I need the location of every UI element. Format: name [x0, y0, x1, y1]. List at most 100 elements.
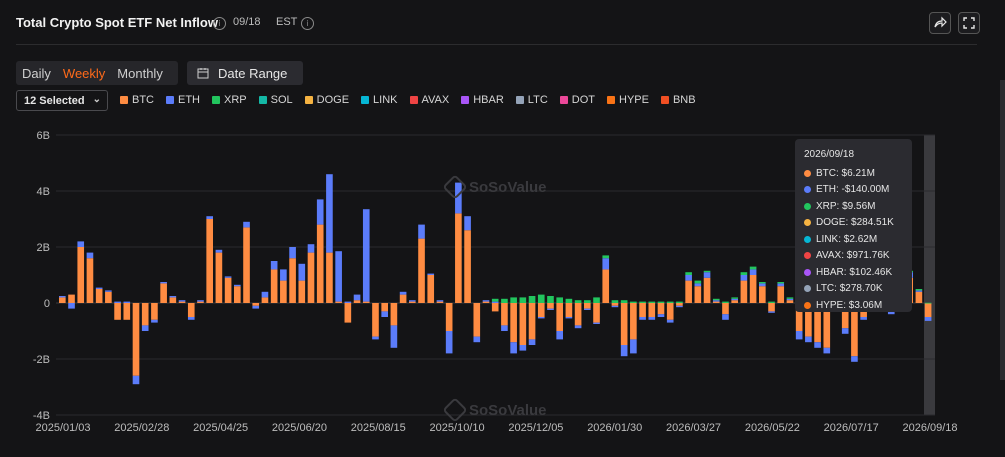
- bar-btc: [243, 227, 250, 303]
- bar-eth: [178, 300, 186, 302]
- legend-item-avax[interactable]: AVAX: [409, 94, 449, 106]
- bar-xrp: [712, 298, 720, 301]
- sosovalue-logo-icon: [442, 397, 468, 423]
- legend-item-btc[interactable]: BTC: [120, 94, 154, 106]
- bar-btc: [95, 289, 103, 303]
- legend-item-eth[interactable]: ETH: [166, 94, 200, 106]
- timezone-info-icon[interactable]: i: [301, 17, 314, 30]
- bar-btc: [169, 297, 177, 303]
- info-icon[interactable]: i: [213, 17, 226, 30]
- legend-item-doge[interactable]: DOGE: [304, 94, 350, 106]
- x-tick-label: 2026/07/17: [824, 422, 879, 434]
- x-tick-label: 2025/12/05: [508, 422, 563, 434]
- bar-eth: [924, 317, 932, 321]
- legend-item-link[interactable]: LINK: [361, 94, 398, 106]
- tooltip-row: DOGE: $284.51K: [804, 215, 912, 232]
- legend-item-ltc[interactable]: LTC: [515, 94, 548, 106]
- asset-select-label: 12 Selected: [24, 94, 85, 107]
- bar-btc: [823, 303, 831, 348]
- bar-eth: [620, 345, 628, 357]
- x-tick-label: 2026/05/22: [745, 422, 800, 434]
- legend-item-hbar[interactable]: HBAR: [461, 94, 504, 106]
- scrollbar[interactable]: [1000, 80, 1005, 380]
- bar-btc: [602, 269, 610, 303]
- header-divider: [16, 44, 977, 45]
- bar-eth: [123, 301, 131, 303]
- bar-eth: [639, 317, 646, 320]
- bar-eth: [353, 294, 361, 301]
- bar-btc: [510, 303, 517, 343]
- bar-eth: [160, 282, 167, 284]
- bar-eth: [749, 269, 757, 275]
- bar-btc: [335, 301, 342, 303]
- bar-xrp: [749, 266, 757, 270]
- tooltip-row: ETH: -$140.00M: [804, 182, 912, 199]
- tooltip-row: XRP: $9.56M: [804, 198, 912, 215]
- period-daily-tab[interactable]: Daily: [22, 65, 51, 81]
- bar-eth: [215, 249, 223, 253]
- bar-eth: [556, 331, 563, 340]
- asset-select-dropdown[interactable]: 12 Selected ⌄: [16, 90, 108, 111]
- bar-btc: [768, 303, 775, 312]
- legend-label: DOGE: [316, 94, 350, 106]
- bar-eth: [712, 300, 720, 302]
- bar-xrp: [491, 298, 499, 302]
- bar-btc: [427, 275, 435, 303]
- bar-btc: [59, 297, 66, 303]
- fullscreen-button[interactable]: [958, 12, 980, 34]
- legend-item-xrp[interactable]: XRP: [212, 94, 247, 106]
- bar-btc: [547, 303, 554, 309]
- bar-xrp: [620, 300, 628, 303]
- bar-eth: [851, 356, 858, 362]
- legend-item-hype[interactable]: HYPE: [607, 94, 649, 106]
- chevron-down-icon: ⌄: [92, 94, 101, 105]
- period-monthly-tab[interactable]: Monthly: [117, 65, 163, 81]
- bar-btc: [537, 303, 545, 317]
- bar-btc: [86, 258, 94, 303]
- y-tick-label: -4B: [33, 410, 50, 422]
- hover-highlight: [924, 135, 935, 415]
- tooltip-date: 2026/09/18: [804, 149, 855, 160]
- legend-item-sol[interactable]: SOL: [258, 94, 293, 106]
- date-range-button[interactable]: Date Range: [187, 61, 303, 85]
- timezone-label: EST: [276, 16, 298, 28]
- tooltip-dot: [804, 219, 811, 227]
- chart-title: Total Crypto Spot ETF Net Inflow: [16, 15, 218, 30]
- bar-btc: [197, 301, 204, 303]
- x-tick-label: 2026/09/18: [902, 422, 957, 434]
- bar-btc: [455, 213, 462, 303]
- x-tick-label: 2025/01/03: [35, 422, 90, 434]
- bar-btc: [841, 303, 849, 329]
- bar-xrp: [584, 300, 591, 303]
- watermark-top: SoSoValue: [442, 174, 547, 200]
- tooltip-value: DOGE: $284.51K: [816, 217, 894, 229]
- bar-xrp: [722, 301, 729, 303]
- bar-xrp: [547, 296, 554, 303]
- bar-eth: [68, 303, 75, 309]
- bar-eth: [676, 305, 683, 308]
- bar-btc: [445, 303, 453, 331]
- bar-btc: [777, 286, 785, 303]
- period-weekly-tab[interactable]: Weekly: [62, 65, 106, 81]
- bar-btc: [574, 303, 582, 326]
- tooltip-dot: [804, 285, 811, 293]
- bar-eth: [252, 305, 260, 309]
- bar-eth: [141, 325, 149, 331]
- legend-swatch: [258, 96, 267, 104]
- legend-item-dot[interactable]: DOT: [559, 94, 595, 106]
- date-label: 09/18: [233, 16, 261, 28]
- x-tick-label: 2025/06/20: [272, 422, 327, 434]
- bar-eth: [372, 336, 379, 340]
- legend-label: LINK: [373, 94, 398, 106]
- bar-eth: [390, 325, 398, 348]
- bar-btc: [418, 238, 425, 303]
- bar-xrp: [786, 297, 794, 299]
- bar-btc: [694, 286, 702, 303]
- bar-eth: [795, 331, 803, 340]
- share-button[interactable]: [929, 12, 951, 34]
- legend-item-bnb[interactable]: BNB: [660, 94, 696, 106]
- bar-xrp: [630, 301, 637, 303]
- bar-eth: [630, 339, 637, 354]
- bar-btc: [749, 275, 757, 303]
- tooltip-dot: [804, 268, 811, 276]
